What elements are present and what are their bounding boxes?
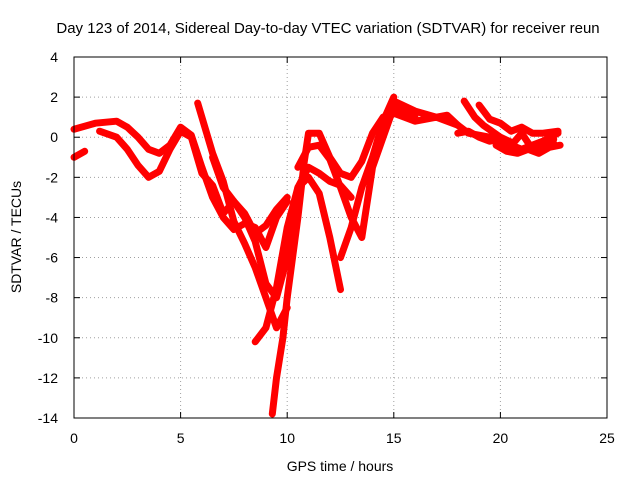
series-arc-1 — [70, 147, 89, 161]
series-arc-3 — [96, 127, 291, 237]
x-tick-label: 0 — [70, 430, 78, 446]
y-axis-label: SDTVAR / TECUs — [8, 181, 24, 293]
y-tick-label: -14 — [38, 410, 58, 426]
x-tick-label: 20 — [493, 430, 509, 446]
x-tick-label: 25 — [599, 430, 615, 446]
x-tick-label: 10 — [279, 430, 295, 446]
series-arc-9 — [337, 93, 398, 262]
y-tick-label: -4 — [46, 209, 59, 225]
x-tick-label: 5 — [177, 430, 185, 446]
series-arc-12 — [460, 97, 562, 153]
y-tick-label: -12 — [38, 370, 58, 386]
series-arc-8 — [294, 103, 419, 241]
series-arc-7 — [268, 109, 462, 418]
y-tick-label: 4 — [50, 49, 58, 65]
plot-frame — [73, 56, 608, 419]
chart-title: Day 123 of 2014, Sidereal Day-to-day VTE… — [56, 20, 599, 37]
x-axis-label: GPS time / hours — [287, 458, 394, 474]
series-group — [70, 93, 564, 418]
y-tick-label: 0 — [50, 129, 58, 145]
y-tick-label: -6 — [46, 250, 59, 266]
x-tick-label: 15 — [386, 430, 402, 446]
y-tick-label: 2 — [50, 89, 58, 105]
series-arc-14 — [492, 141, 564, 157]
y-tick-label: -10 — [38, 330, 58, 346]
series-arc-13 — [475, 101, 562, 137]
y-tick-label: -8 — [46, 290, 59, 306]
y-tick-label: -2 — [46, 169, 59, 185]
